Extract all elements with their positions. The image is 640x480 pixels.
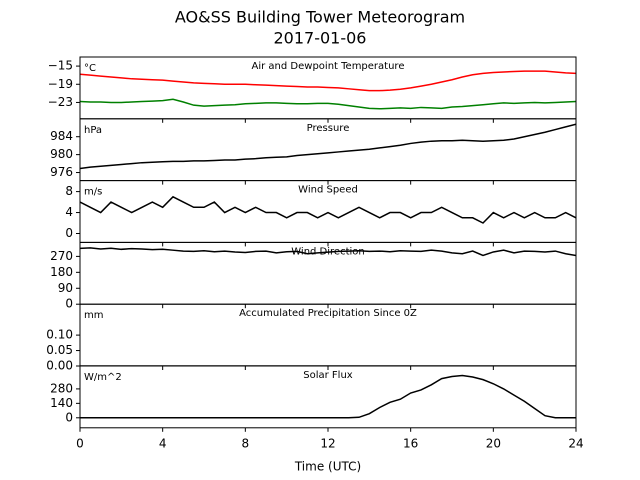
unit-label: °C — [84, 63, 96, 74]
panel-title: Pressure — [307, 123, 350, 134]
panel-title: Accumulated Precipitation Since 0Z — [239, 308, 417, 319]
x-tick-label: 8 — [242, 436, 250, 450]
y-tick-label: 90 — [58, 281, 73, 295]
y-tick-label: 8 — [65, 184, 73, 198]
panel-title: Wind Direction — [291, 246, 365, 257]
y-tick-label: 0 — [65, 297, 73, 311]
data-line — [80, 98, 576, 110]
y-tick-label: 0.10 — [46, 328, 73, 342]
data-line — [80, 195, 576, 224]
y-tick-label: 270 — [50, 249, 73, 263]
x-tick-label: 4 — [159, 436, 167, 450]
y-tick-label: 984 — [50, 129, 73, 143]
unit-label: W/m^2 — [84, 372, 122, 383]
y-tick-label: 280 — [50, 381, 73, 395]
chart-subtitle: 2017-01-06 — [274, 29, 367, 48]
y-tick-label: 980 — [50, 147, 73, 161]
data-line — [80, 374, 576, 419]
chart-title: AO&SS Building Tower Meteorogram — [175, 8, 465, 27]
y-tick-label: 180 — [50, 265, 73, 279]
x-tick-label: 0 — [76, 436, 84, 450]
y-tick-label: −15 — [48, 59, 73, 73]
x-tick-label: 24 — [568, 436, 583, 450]
y-tick-label: 0.00 — [46, 359, 73, 373]
x-tick-label: 16 — [403, 436, 418, 450]
panel-title: Wind Speed — [298, 185, 358, 196]
unit-label: mm — [84, 310, 103, 321]
y-tick-label: 0.05 — [46, 343, 73, 357]
y-tick-label: 0 — [65, 226, 73, 240]
panel-title: Air and Dewpoint Temperature — [252, 61, 405, 72]
y-tick-label: 0 — [65, 410, 73, 424]
y-tick-label: 976 — [50, 165, 73, 179]
unit-label: hPa — [84, 125, 102, 136]
y-tick-label: −19 — [48, 77, 73, 91]
panel-title: Solar Flux — [303, 370, 353, 381]
y-tick-label: 4 — [65, 205, 73, 219]
x-axis-label: Time (UTC) — [294, 459, 361, 473]
panel-frame — [79, 365, 577, 429]
data-line — [80, 123, 576, 170]
y-tick-label: 140 — [50, 396, 73, 410]
data-line — [80, 70, 576, 92]
unit-label: m/s — [84, 187, 102, 198]
data-line — [80, 247, 576, 257]
y-tick-label: −23 — [48, 95, 73, 109]
x-tick-label: 20 — [486, 436, 501, 450]
x-tick-label: 12 — [320, 436, 335, 450]
